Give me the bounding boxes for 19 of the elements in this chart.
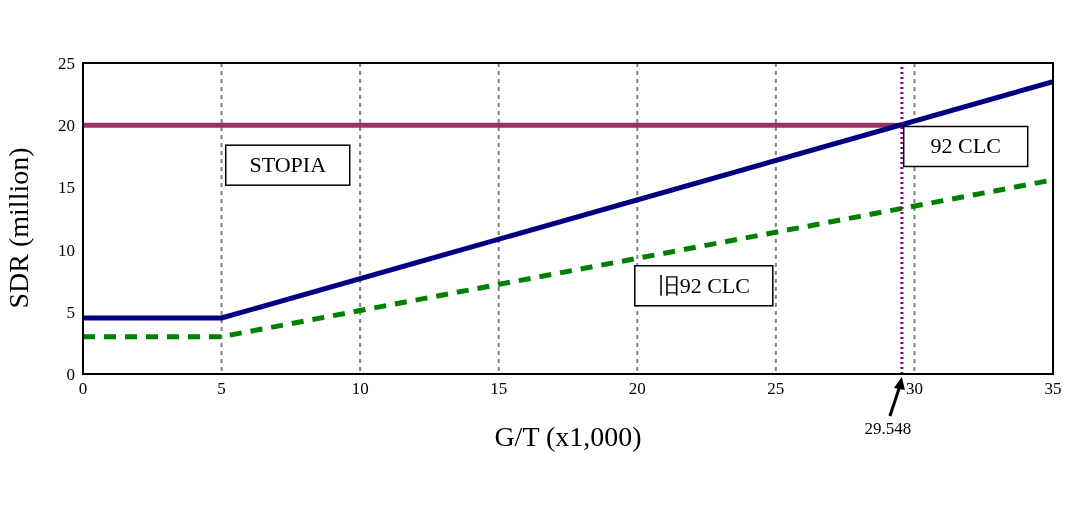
series-label: 旧92 CLC xyxy=(657,272,750,298)
x-tick-label: 35 xyxy=(1044,379,1062,399)
y-tick-label: 20 xyxy=(58,116,75,136)
y-axis-title: SDR (million) xyxy=(2,147,34,309)
y-tick-label: 15 xyxy=(58,178,75,198)
series-label: STOPIA xyxy=(249,152,327,178)
x-tick-label: 30 xyxy=(905,379,923,399)
x-tick-label: 20 xyxy=(628,379,646,399)
x-tick-label: 15 xyxy=(490,379,508,399)
x-tick-label: 10 xyxy=(351,379,369,399)
x-axis-title: G/T (x1,000) xyxy=(494,420,642,452)
series-label: 92 CLC xyxy=(930,133,1001,159)
y-tick-label: 5 xyxy=(66,302,75,322)
x-tick-label: 5 xyxy=(217,379,226,399)
ref-line-label: 29.548 xyxy=(864,419,912,438)
x-tick-label: 25 xyxy=(767,379,785,399)
y-tick-label: 25 xyxy=(58,54,75,74)
y-tick-label: 0 xyxy=(66,365,75,385)
y-tick-label: 10 xyxy=(58,240,75,260)
